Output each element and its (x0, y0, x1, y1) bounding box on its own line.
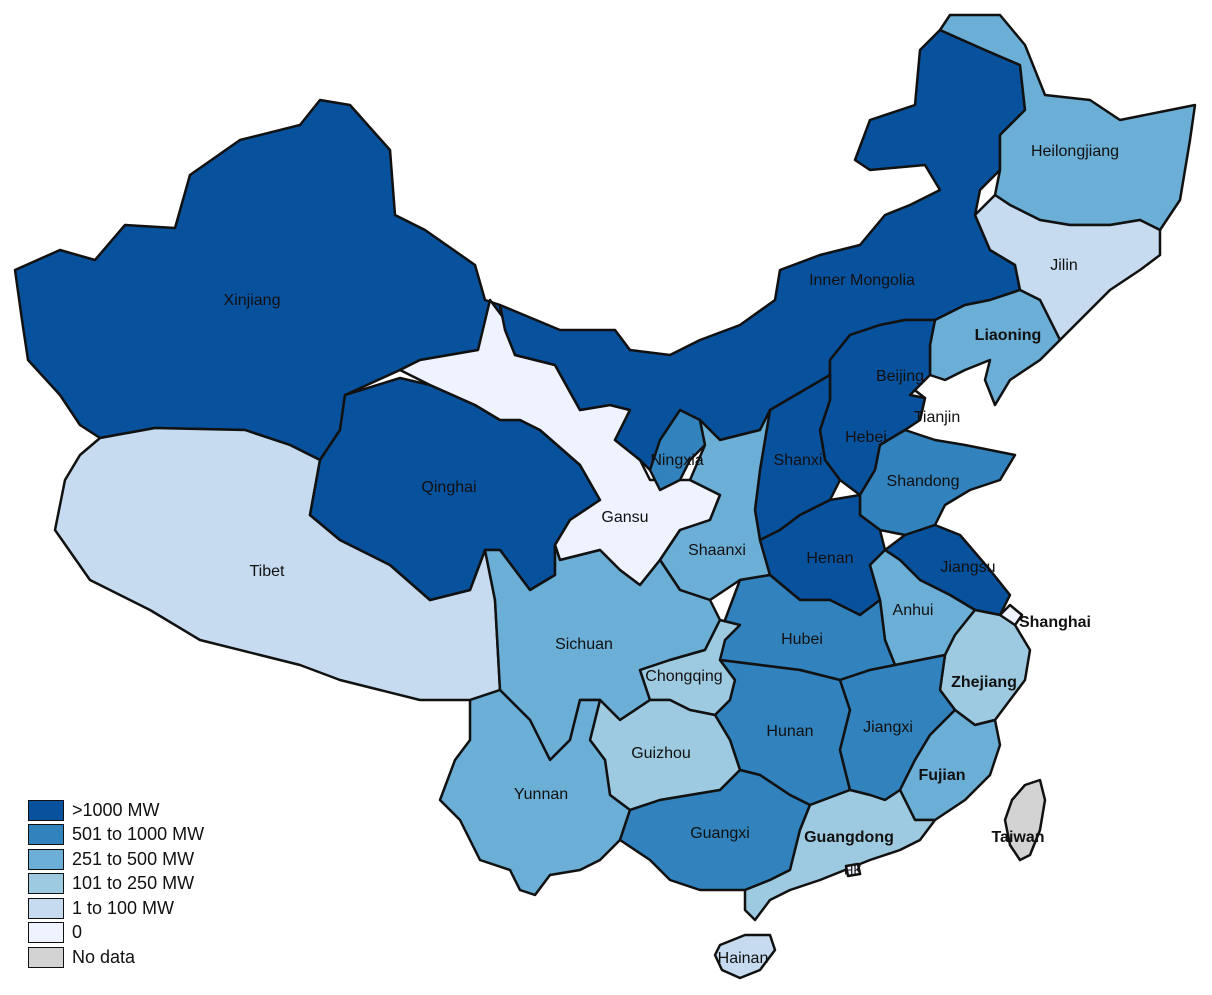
label-zhejiang: Zhejiang (951, 674, 1017, 691)
label-guangdong: Guangdong (804, 829, 894, 846)
label-xinjiang: Xinjiang (224, 292, 281, 309)
legend-item: 251 to 500 MW (28, 847, 204, 872)
label-liaoning: Liaoning (975, 327, 1042, 344)
province-fujian[interactable] (898, 708, 1002, 822)
province-hainan[interactable] (713, 933, 777, 980)
label-guangxi: Guangxi (690, 825, 750, 842)
label-shanxi: Shanxi (774, 452, 823, 469)
label-jilin: Jilin (1050, 257, 1078, 274)
legend-swatch (28, 848, 64, 870)
legend-label: >1000 MW (72, 799, 160, 820)
label-beijing: Beijing (876, 368, 924, 385)
label-jiangxi: Jiangxi (863, 719, 913, 736)
label-shandong: Shandong (887, 473, 960, 490)
label-hainan: Hainan (718, 950, 769, 967)
label-taiwan: Taiwan (991, 829, 1044, 846)
legend-label: 0 (72, 922, 83, 943)
legend-item: No data (28, 945, 204, 970)
label-chongqing: Chongqing (645, 668, 722, 685)
legend-item: 101 to 250 MW (28, 872, 204, 897)
province-jilin[interactable] (973, 193, 1162, 342)
province-hk[interactable] (844, 862, 862, 878)
label-yunnan: Yunnan (514, 786, 568, 803)
legend-swatch (28, 799, 64, 821)
province-taiwan[interactable] (1003, 778, 1047, 862)
label-shanghai: Shanghai (1019, 614, 1091, 631)
legend-swatch (28, 873, 64, 895)
legend-swatch (28, 922, 64, 944)
legend-swatch (28, 946, 64, 968)
label-fujian: Fujian (918, 767, 965, 784)
legend-item: >1000 MW (28, 798, 204, 823)
label-gansu: Gansu (601, 509, 648, 526)
label-heilongjiang: Heilongjiang (1031, 143, 1119, 160)
province-guangdong[interactable] (743, 788, 937, 922)
legend-item: 1 to 100 MW (28, 896, 204, 921)
label-inner-mongolia: Inner Mongolia (809, 272, 915, 289)
legend-label: 251 to 500 MW (72, 848, 195, 869)
provinces-layer (13, 13, 1197, 980)
province-ningxia[interactable] (648, 408, 707, 492)
legend-label: 101 to 250 MW (72, 873, 195, 894)
label-sichuan: Sichuan (555, 636, 613, 653)
legend-swatch (28, 824, 64, 846)
label-guizhou: Guizhou (631, 745, 691, 762)
province-yunnan[interactable] (438, 688, 632, 897)
legend-item: 501 to 1000 MW (28, 823, 204, 848)
label-tibet: Tibet (250, 563, 286, 580)
legend-label: No data (72, 946, 136, 967)
map-legend: >1000 MW 501 to 1000 MW 251 to 500 MW 10… (28, 798, 204, 970)
legend-label: 501 to 1000 MW (72, 824, 205, 845)
province-liaoning[interactable] (928, 288, 1062, 407)
label-hebei: Hebei (845, 429, 887, 446)
label-jiangsu: Jiangsu (940, 559, 995, 576)
label-hk: HK (844, 862, 862, 877)
label-hubei: Hubei (781, 631, 823, 648)
label-qinghai: Qinghai (421, 479, 476, 496)
label-hunan: Hunan (766, 723, 813, 740)
label-shaanxi: Shaanxi (688, 542, 746, 559)
province-labels: Xinjiang Tibet Qinghai Gansu Inner Mongo… (224, 143, 1120, 967)
label-ningxia: Ningxia (650, 452, 703, 469)
label-tianjin: Tianjin (914, 409, 961, 426)
legend-label: 1 to 100 MW (72, 897, 175, 918)
label-henan: Henan (806, 550, 853, 567)
legend-swatch (28, 897, 64, 919)
label-anhui: Anhui (893, 602, 934, 619)
legend-item: 0 (28, 921, 204, 946)
